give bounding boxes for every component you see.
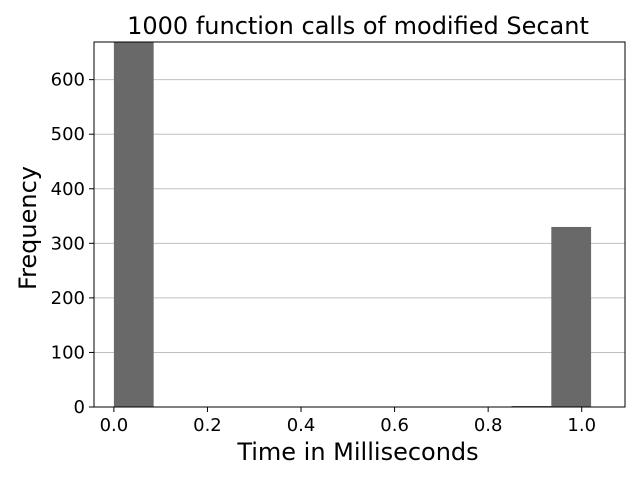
- x-axis-label: Time in Milliseconds: [236, 438, 478, 466]
- axes-frame: [93, 41, 626, 408]
- histogram-bars: [113, 42, 592, 407]
- y-tick-label-5: 500: [51, 124, 85, 145]
- y-axis-label: Frequency: [14, 166, 42, 290]
- y-tick-label-4: 400: [51, 179, 85, 200]
- histogram-bar-0: [113, 42, 154, 407]
- y-tick-label-3: 300: [51, 233, 85, 254]
- x-tick-label-3: 0.6: [380, 415, 409, 436]
- x-tick-label-2: 0.4: [287, 415, 316, 436]
- x-tick-label-5: 1.0: [567, 415, 596, 436]
- chart-title: 1000 function calls of modified Secant: [127, 12, 589, 40]
- plot-border: [93, 41, 626, 408]
- y-gridlines: [94, 79, 625, 353]
- x-tick-label-0: 0.0: [100, 415, 129, 436]
- histogram-bar-11: [551, 226, 592, 407]
- x-axis-ticks: 0.0 0.2 0.4 0.6 0.8 1.0: [100, 407, 596, 436]
- y-tick-label-1: 100: [51, 342, 85, 363]
- x-tick-label-4: 0.8: [474, 415, 503, 436]
- y-axis-ticks: 0 100 200 300 400 500 600: [51, 70, 94, 418]
- x-tick-label-1: 0.2: [193, 415, 222, 436]
- y-tick-label-2: 200: [51, 288, 85, 309]
- y-tick-label-0: 0: [74, 397, 85, 418]
- y-tick-label-6: 600: [51, 70, 85, 91]
